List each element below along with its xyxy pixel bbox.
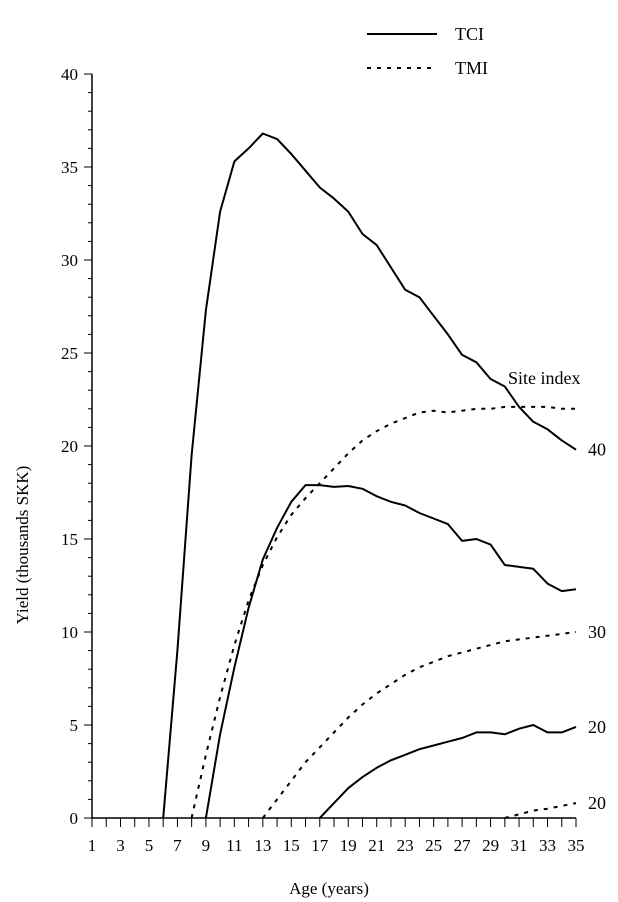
y-tick-label: 0 <box>70 809 79 828</box>
tci-series-line-2 <box>204 484 577 819</box>
x-tick-label: 27 <box>454 836 472 855</box>
legend-label-tci: TCI <box>455 24 484 44</box>
x-tick-label: 13 <box>254 836 271 855</box>
site-index-value-label: 20 <box>588 717 606 737</box>
y-axis: 0 5 10 15 20 25 30 35 40 <box>61 65 93 828</box>
site-index-value-label: 30 <box>588 622 606 642</box>
x-tick-label: 7 <box>173 836 182 855</box>
x-tick-label: 3 <box>116 836 125 855</box>
legend: TCI TMI <box>367 24 488 78</box>
y-tick-label: 25 <box>61 344 78 363</box>
site-index-label: Site index <box>508 368 581 388</box>
x-tick-label: 11 <box>226 836 242 855</box>
tci-series-line-3 <box>319 724 577 819</box>
site-index-value-label: 40 <box>588 440 606 460</box>
series-lines <box>162 132 577 819</box>
y-tick-label: 5 <box>70 716 79 735</box>
x-tick-label: 1 <box>88 836 97 855</box>
x-tick-label: 31 <box>511 836 528 855</box>
x-tick-label: 15 <box>283 836 300 855</box>
y-tick-label: 40 <box>61 65 78 84</box>
y-tick-label: 10 <box>61 623 78 642</box>
x-tick-label: 35 <box>568 836 585 855</box>
tmi-series-line-5 <box>262 631 577 819</box>
y-tick-label: 15 <box>61 530 78 549</box>
tmi-series-line-6 <box>504 802 577 819</box>
x-axis-title: Age (years) <box>289 879 369 898</box>
legend-label-tmi: TMI <box>455 58 488 78</box>
x-tick-label: 25 <box>425 836 442 855</box>
x-tick-label: 5 <box>145 836 154 855</box>
x-tick-label: 33 <box>539 836 556 855</box>
x-axis: 1 3 5 7 9 11 13 15 17 19 21 23 25 27 29 31 33 35 <box>88 817 585 855</box>
y-tick-label: 30 <box>61 251 78 270</box>
y-tick-label: 20 <box>61 437 78 456</box>
x-tick-label: 17 <box>311 836 329 855</box>
y-axis-title: Yield (thousands SKK) <box>13 466 32 625</box>
x-tick-label: 23 <box>397 836 414 855</box>
annotations: Site index 40 20 30 20 <box>508 368 606 813</box>
x-tick-label: 19 <box>340 836 357 855</box>
y-tick-label: 35 <box>61 158 78 177</box>
tmi-series-line-4 <box>190 405 576 819</box>
x-tick-label: 29 <box>482 836 499 855</box>
site-index-value-label: 20 <box>588 793 606 813</box>
x-tick-label: 9 <box>202 836 211 855</box>
tci-series-line-1 <box>162 132 577 819</box>
x-tick-label: 21 <box>368 836 385 855</box>
